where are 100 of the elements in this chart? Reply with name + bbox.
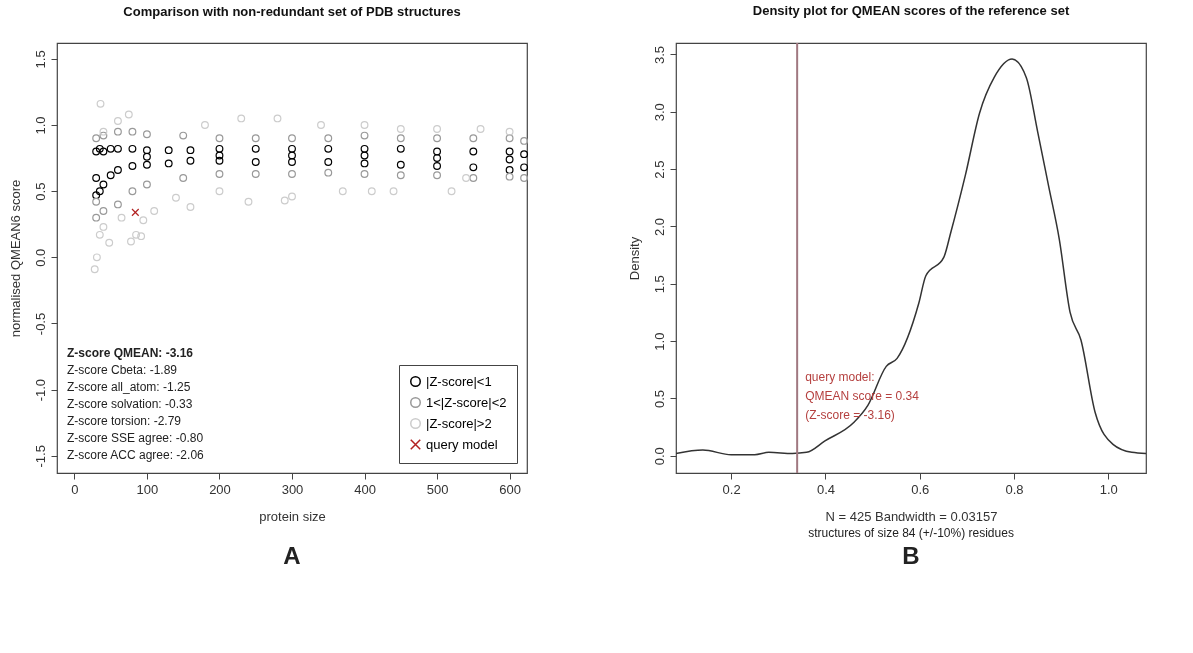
- point: [142, 130, 151, 139]
- x-axis-title: protein size: [259, 508, 326, 524]
- point: [324, 134, 333, 143]
- point: [150, 207, 159, 215]
- point: [360, 151, 369, 160]
- text: B: [902, 542, 920, 569]
- point: [137, 232, 146, 241]
- point: [360, 131, 369, 140]
- point: [99, 147, 108, 156]
- point: [520, 150, 529, 159]
- point: [288, 158, 296, 167]
- x-tick-label: 0.4: [816, 481, 835, 497]
- y-tick-label: -0.5: [32, 312, 48, 336]
- point: [128, 187, 137, 196]
- x-tick-label: 200: [209, 481, 231, 497]
- point: [469, 134, 478, 143]
- point: [95, 187, 104, 196]
- point: [92, 213, 101, 222]
- point: [433, 134, 442, 143]
- point: [324, 158, 333, 167]
- x-tick-label: 0.6: [911, 481, 930, 497]
- point: [469, 147, 478, 156]
- point: [215, 170, 224, 178]
- point: [396, 160, 405, 169]
- point: [251, 158, 260, 167]
- y-tick-label: 1.5: [32, 50, 48, 69]
- point: [237, 114, 246, 123]
- point: [99, 131, 108, 140]
- point: [113, 117, 122, 126]
- chart-title: Density plot for QMEAN scores of the reference set: [752, 3, 1070, 18]
- point: [360, 159, 369, 168]
- point: [113, 127, 122, 136]
- point: [324, 144, 333, 153]
- annotation: Z-score Cbeta: -1.89: [67, 363, 178, 377]
- point: [447, 187, 456, 196]
- x-axis-title: N = 425 Bandwidth = 0.03157: [825, 508, 998, 524]
- point: [505, 127, 514, 136]
- legend-label: |Z-score|<1: [426, 373, 492, 389]
- point: [95, 230, 104, 239]
- y-tick-label: -1.0: [32, 378, 48, 402]
- point: [215, 144, 224, 153]
- annotation: Z-score torsion: -2.79: [67, 414, 182, 428]
- point: [179, 131, 188, 140]
- point: [251, 134, 260, 143]
- point: [215, 151, 224, 160]
- point: [505, 147, 514, 156]
- point: [520, 136, 529, 145]
- point: [92, 174, 101, 182]
- point: [324, 168, 333, 177]
- point: [462, 174, 471, 182]
- point: [433, 154, 442, 163]
- point: [164, 146, 173, 155]
- point: [505, 155, 514, 164]
- point: [179, 174, 188, 182]
- x-tick-label: 600: [499, 481, 521, 497]
- point: [186, 156, 195, 165]
- point: [360, 170, 369, 178]
- legend-label: |Z-score|>2: [426, 415, 492, 431]
- point: [186, 203, 195, 212]
- point: [117, 213, 126, 222]
- point: [396, 144, 405, 153]
- point: [433, 147, 442, 156]
- point: [92, 147, 101, 156]
- point: [215, 156, 224, 165]
- point: [433, 125, 442, 133]
- point: [288, 144, 296, 153]
- x-tick-label: 500: [426, 481, 449, 497]
- chart-title: Comparison with non-redundant set of PDB structures: [123, 4, 461, 19]
- point: [288, 134, 296, 143]
- point: [505, 166, 514, 174]
- point: [273, 114, 282, 123]
- annotation: Z-score ACC agree: -2.06: [67, 448, 205, 462]
- point: [124, 110, 133, 119]
- point: [520, 174, 529, 182]
- point: [92, 197, 101, 206]
- point: [505, 172, 514, 181]
- point: [92, 253, 101, 262]
- annotation: Z-score SSE agree: -0.80: [67, 431, 204, 445]
- point: [142, 146, 151, 155]
- y-tick-label: 3.5: [651, 45, 667, 65]
- point: [317, 121, 325, 129]
- point: [128, 144, 137, 153]
- x-tick-label: 300: [281, 481, 304, 497]
- point: [92, 191, 101, 200]
- point: [99, 207, 108, 215]
- point: [164, 159, 173, 168]
- text: A: [283, 542, 301, 569]
- point: [113, 144, 122, 153]
- point: [131, 208, 140, 217]
- y-tick-label: 0.5: [651, 389, 667, 409]
- point: [469, 163, 478, 172]
- line-series: [675, 58, 1147, 456]
- point: [396, 125, 405, 133]
- point: [389, 187, 398, 196]
- y-tick-label: 1.5: [651, 275, 667, 294]
- point: [360, 121, 369, 129]
- point: [288, 192, 296, 201]
- point: [215, 187, 224, 196]
- point: [476, 125, 485, 133]
- legend-label: 1<|Z-score|<2: [426, 394, 507, 410]
